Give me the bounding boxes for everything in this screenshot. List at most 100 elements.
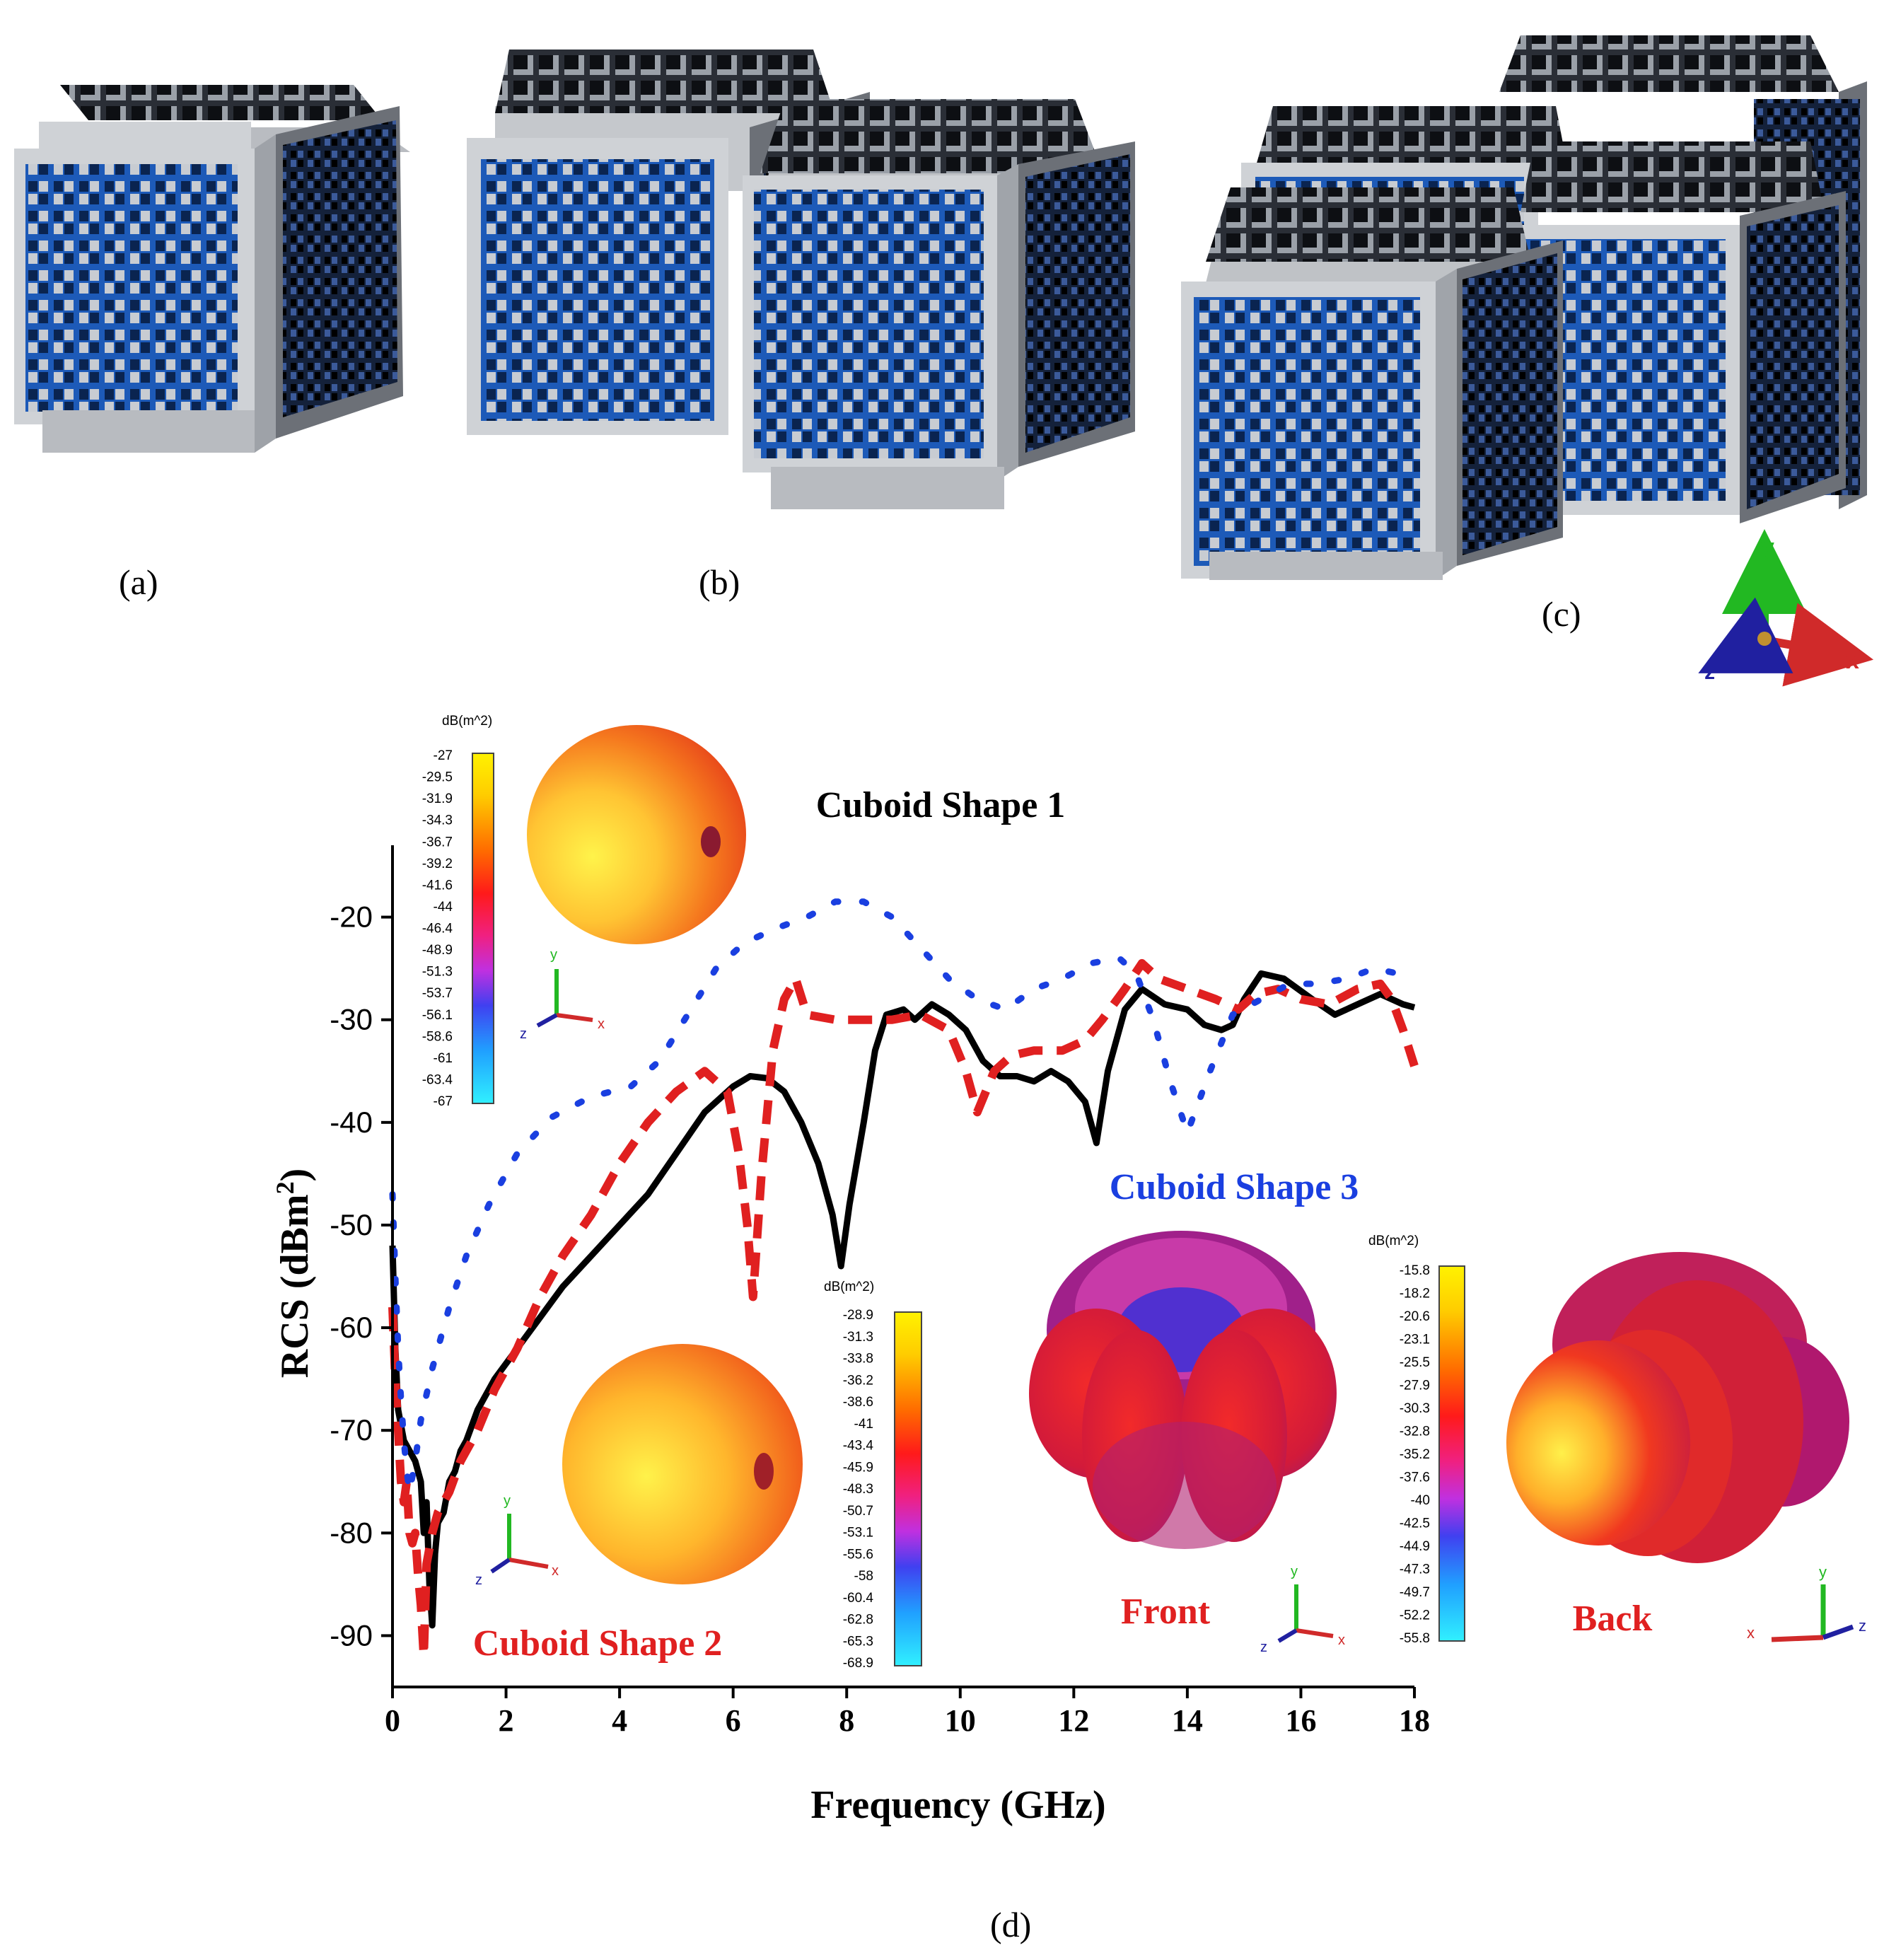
y-tick-label: -80 <box>330 1516 373 1549</box>
shape1-label: Cuboid Shape 1 <box>816 785 1066 825</box>
triad4-y-label: y <box>1819 1563 1827 1581</box>
triad2-x-label: x <box>552 1563 559 1579</box>
colorbar-tick-label: -67 <box>434 1094 453 1109</box>
colorbar-tick-label: -42.5 <box>1400 1517 1430 1531</box>
colorbar-tick-label: -48.9 <box>422 943 453 958</box>
x-tick-label: 18 <box>1399 1703 1430 1738</box>
colorbar-tick-label: -30.3 <box>1400 1401 1430 1416</box>
colorbar-tick-label: -52.2 <box>1400 1608 1430 1623</box>
triad-small-1-icon: y x z <box>520 947 605 1042</box>
x-tick-label: 2 <box>499 1703 514 1738</box>
shape2-rcs-pattern: Cuboid Shape 2 <box>473 1344 803 1664</box>
colorbar-tick-label: -36.7 <box>422 835 453 849</box>
colorbar-tick-label: -53.1 <box>843 1526 873 1541</box>
rcs-chart: 0 2 4 6 8 10 12 14 16 18-20-30-40-50-60-70-80-90 … <box>271 845 1430 1827</box>
y-axis-title-end: ) <box>273 1169 317 1182</box>
colorbar-tick-label: -50.7 <box>843 1504 873 1519</box>
colorbar-3: dB(m^2) -15.8 -18.2 -20.6 -23.1 -25.5 -27.9 -3… <box>1368 1234 1465 1646</box>
colorbar-tick-label: -40 <box>1411 1493 1430 1508</box>
triad3-x-label: x <box>1338 1633 1345 1648</box>
colorbar-tick-label: -27 <box>434 748 453 763</box>
colorbar1-tick-group: -27 -29.5 -31.9 -34.3 -36.7 -39.2 -41.6 -44 -46.… <box>422 748 453 1109</box>
colorbar-tick-label: -55.6 <box>843 1547 873 1562</box>
back-label: Back <box>1573 1599 1653 1639</box>
y-axis-title-sup: 2 <box>271 1181 299 1194</box>
triad-z-label: z <box>1704 661 1715 684</box>
series-line-3 <box>389 898 1418 1495</box>
colorbar-tick-label: -29.5 <box>422 770 453 785</box>
x-tick-label: 10 <box>945 1703 976 1738</box>
shape1-sphere <box>527 725 746 944</box>
tick-layer: 0 2 4 6 8 10 12 14 16 18 -20 -30 -40 -50 -60 -70 -80 -90 <box>330 900 1430 1738</box>
colorbar-tick-label: -55.8 <box>1400 1631 1430 1646</box>
colorbar-tick-label: -31.3 <box>843 1330 873 1345</box>
colorbar-tick-label: -60.4 <box>843 1591 874 1606</box>
colorbar2-gradient <box>894 1311 922 1666</box>
colorbar-tick-label: -41 <box>854 1417 873 1432</box>
colorbar-tick-label: -61 <box>434 1051 453 1066</box>
y-tick-label: -60 <box>330 1311 373 1344</box>
colorbar-tick-label: -58 <box>854 1569 873 1584</box>
triad3-y-label: y <box>1291 1564 1298 1579</box>
shape1-null <box>701 826 721 857</box>
triad-x-label: x <box>1846 647 1859 674</box>
triad1-y-label: y <box>550 947 557 963</box>
triad-y-label: y <box>1761 534 1774 561</box>
shape2-label: Cuboid Shape 2 <box>473 1623 723 1664</box>
colorbar-tick-label: -65.3 <box>843 1634 873 1649</box>
cuboid-shape-3-model <box>1181 35 1867 580</box>
triad4-x-label: x <box>1747 1624 1755 1642</box>
colorbar-tick-label: -45.9 <box>843 1460 873 1475</box>
series-layer <box>388 898 1419 1661</box>
colorbar-tick-label: -68.9 <box>843 1656 873 1671</box>
shape2-null <box>754 1453 774 1490</box>
y-tick-label: -20 <box>330 900 373 934</box>
colorbar-tick-label: -15.8 <box>1400 1263 1430 1278</box>
triad-small-4-icon: y x z <box>1747 1563 1866 1642</box>
panel-label-a: (a) <box>119 562 158 602</box>
colorbar-tick-label: -63.4 <box>422 1072 453 1087</box>
colorbar-tick-label: -34.3 <box>422 813 453 828</box>
colorbar-tick-label: -44.9 <box>1400 1539 1430 1554</box>
colorbar-tick-label: -47.3 <box>1400 1562 1430 1577</box>
triad1-x-label: x <box>598 1016 605 1032</box>
triad4-z-label: z <box>1859 1617 1866 1635</box>
colorbar-tick-label: -38.6 <box>843 1395 873 1410</box>
triad3-z-label: z <box>1260 1640 1267 1655</box>
panel-label-d: (d) <box>990 1905 1031 1944</box>
colorbar-tick-label: -27.9 <box>1400 1379 1430 1393</box>
colorbar-tick-label: -35.2 <box>1400 1447 1430 1462</box>
cuboid-shape-1-model <box>14 85 410 453</box>
x-tick-label: 4 <box>612 1703 627 1738</box>
colorbar-tick-label: -48.3 <box>843 1482 873 1497</box>
series-line-2 <box>388 958 1419 1661</box>
y-tick-label: -30 <box>330 1003 373 1036</box>
y-axis-title-main: RCS (dBm <box>273 1194 317 1378</box>
colorbar-tick-label: -58.6 <box>422 1029 453 1044</box>
x-axis-title: Frequency (GHz) <box>810 1783 1105 1827</box>
triad-small-3-icon: y x z <box>1260 1564 1345 1655</box>
axes-triad-icon: y x z <box>1698 529 1874 687</box>
colorbar3-tick-group: -15.8 -18.2 -20.6 -23.1 -25.5 -27.9 -30.3 -32.8… <box>1400 1263 1430 1646</box>
panel-label-b: (b) <box>699 562 740 602</box>
series-line-1 <box>389 970 1416 1629</box>
x-tick-label: 6 <box>726 1703 741 1738</box>
x-tick-label: 12 <box>1058 1703 1089 1738</box>
front-label: Front <box>1121 1591 1211 1632</box>
colorbar3-gradient <box>1438 1265 1465 1642</box>
triad-small-2-icon: y x z <box>475 1493 559 1588</box>
x-tick-label: 14 <box>1172 1703 1203 1738</box>
colorbar-tick-label: -36.2 <box>843 1373 873 1388</box>
y-tick-label: -40 <box>330 1106 373 1139</box>
triad2-z-label: z <box>475 1572 482 1588</box>
colorbar-1: dB(m^2) -27 -29.5 -31.9 -34.3 -36.7 -39.2 -41.… <box>422 714 494 1109</box>
colorbar-tick-label: -25.5 <box>1400 1355 1430 1370</box>
triad1-z-label: z <box>520 1026 527 1042</box>
colorbar-tick-label: -51.3 <box>422 965 453 980</box>
colorbar-tick-label: -62.8 <box>843 1613 873 1628</box>
colorbar-tick-label: -46.4 <box>422 922 453 936</box>
x-tick-label: 8 <box>839 1703 854 1738</box>
shape1-rcs-pattern: Cuboid Shape 1 <box>527 725 1065 944</box>
shape3-back-pattern: Back <box>1506 1252 1849 1639</box>
colorbar-tick-label: -41.6 <box>422 878 453 893</box>
